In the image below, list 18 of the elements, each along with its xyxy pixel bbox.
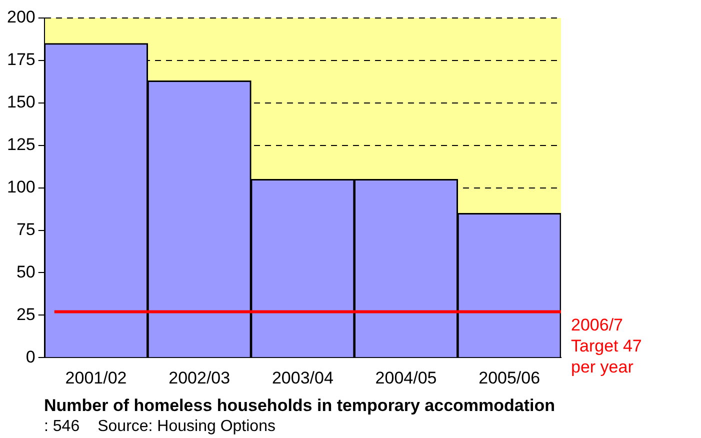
- y-tick-label: 175: [6, 50, 36, 70]
- y-tick-label: 150: [6, 92, 36, 112]
- y-tick-label: 125: [6, 135, 36, 154]
- ref-line-label: 2006/7 Target 47 per year: [571, 315, 642, 376]
- source-note: Source: Housing Options: [98, 418, 276, 435]
- text: Number of homeless households in temporary accommodation: [44, 396, 556, 416]
- x-tick-label: 2002/03: [168, 368, 230, 388]
- y-tick-label: 100: [6, 177, 36, 196]
- x-tick-label: 2005/06: [478, 368, 540, 388]
- y-tick-label: 75: [16, 220, 36, 239]
- x-tick-label: 2004/05: [375, 368, 437, 388]
- x-tick-label: 2001/02: [65, 368, 127, 388]
- y-tick-label: 200: [6, 8, 36, 27]
- x-tick-label: 2003/04: [272, 368, 334, 388]
- text: : 546: [44, 418, 80, 435]
- y-tick-label: 25: [16, 304, 36, 324]
- y-tick-label: 50: [16, 262, 36, 282]
- y-tick-label: 0: [26, 347, 36, 366]
